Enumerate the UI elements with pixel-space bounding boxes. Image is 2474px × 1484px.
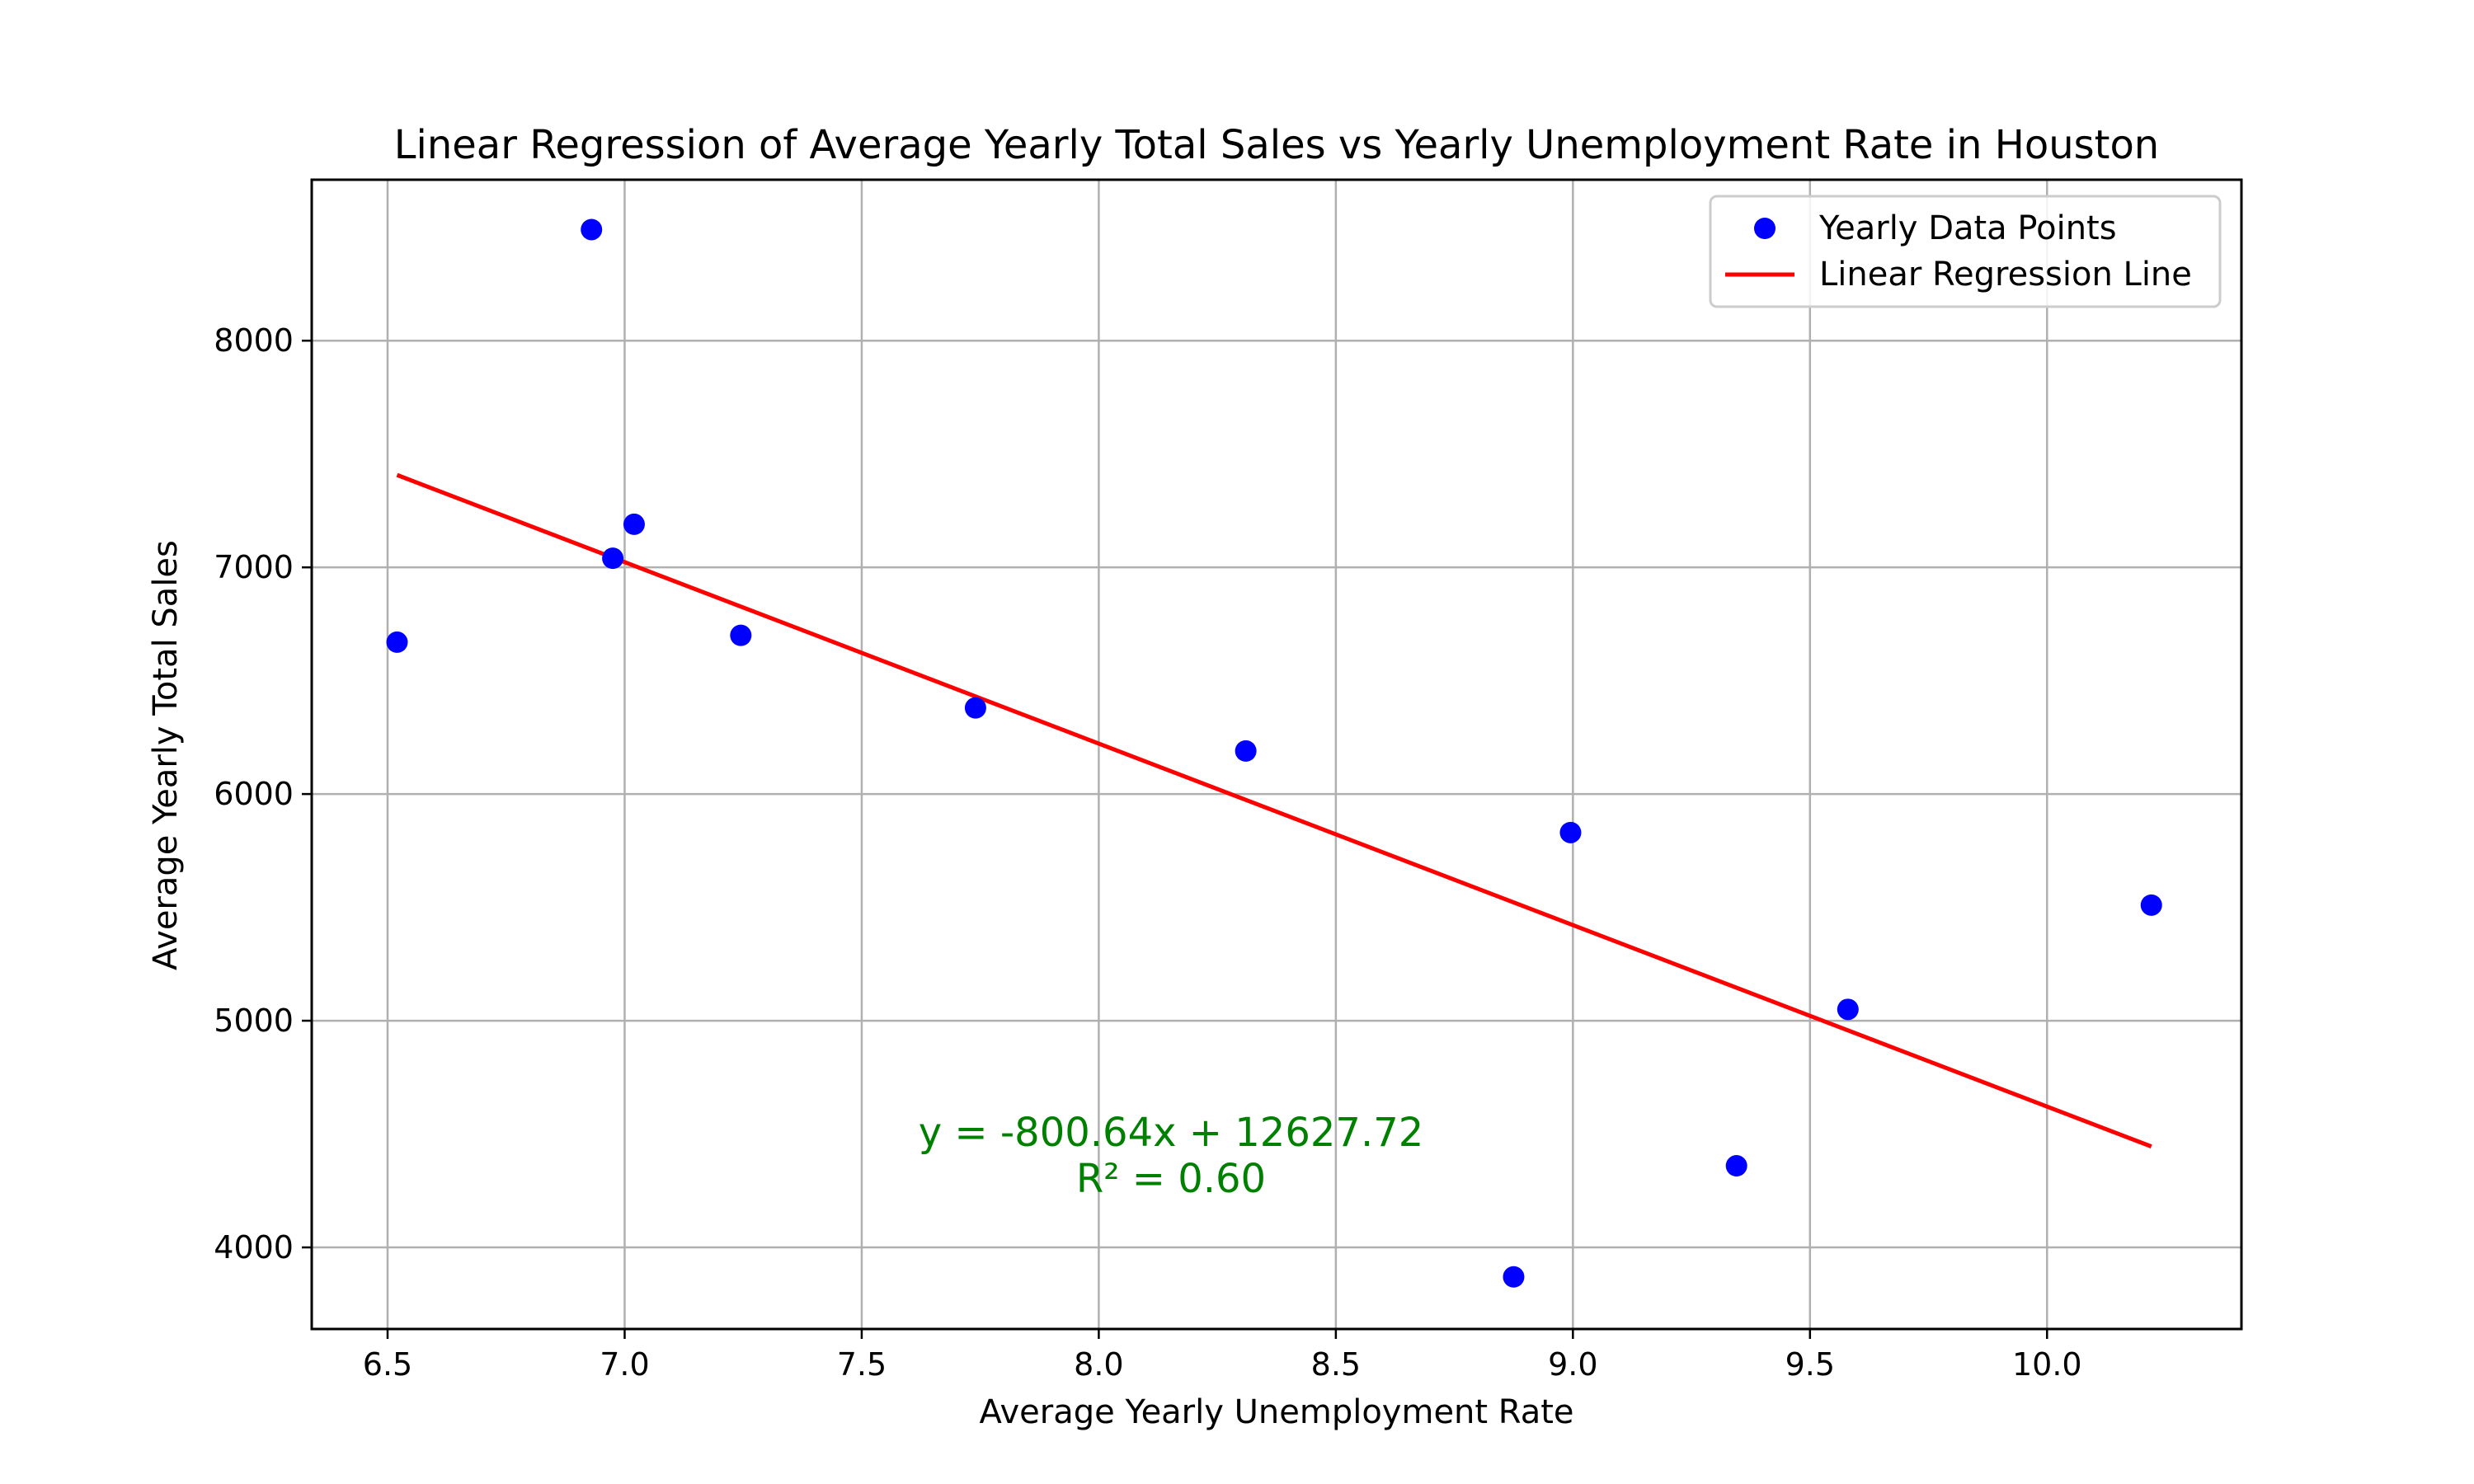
y-tick-label: 4000 xyxy=(214,1229,294,1266)
legend-label-regression-line: Linear Regression Line xyxy=(1819,256,2192,294)
x-tick-label: 8.5 xyxy=(1311,1346,1361,1383)
data-point xyxy=(1235,740,1257,762)
plot-frame xyxy=(310,178,2243,1331)
x-tick-label: 7.0 xyxy=(600,1346,649,1383)
data-points-layer xyxy=(386,218,2162,1288)
legend: Yearly Data Points Linear Regression Lin… xyxy=(1709,195,2222,308)
chart-title: Linear Regression of Average Yearly Tota… xyxy=(394,122,2159,168)
y-axis-label: Average Yearly Total Sales xyxy=(147,540,185,970)
x-tick-label: 9.0 xyxy=(1548,1346,1597,1383)
x-axis-label: Average Yearly Unemployment Rate xyxy=(979,1393,1573,1431)
data-point xyxy=(602,547,624,570)
x-tick-label: 10.0 xyxy=(2012,1346,2082,1383)
x-tick-label: 7.5 xyxy=(837,1346,887,1383)
legend-box xyxy=(1709,195,2222,308)
data-point xyxy=(730,624,752,646)
regression-line xyxy=(396,472,2152,1148)
tick-layer: 6.5 7.0 7.5 8.0 8.5 9.0 9.5 10.0 4000 5000 6000 700… xyxy=(214,322,2081,1383)
regression-annotation: y = -800.64x + 12627.72 R² = 0.60 xyxy=(919,1110,1424,1202)
x-tick-label: 9.5 xyxy=(1785,1346,1835,1383)
data-point xyxy=(581,218,603,241)
data-point xyxy=(964,697,986,719)
y-tick-label: 8000 xyxy=(214,322,294,359)
y-tick-label: 7000 xyxy=(214,549,294,585)
x-tick-label: 8.0 xyxy=(1074,1346,1123,1383)
data-point xyxy=(1503,1266,1525,1288)
r-squared-value: R² = 0.60 xyxy=(1076,1156,1266,1202)
y-tick-label: 6000 xyxy=(214,776,294,812)
data-point xyxy=(386,631,408,653)
data-point xyxy=(2140,894,2162,916)
legend-scatter-marker xyxy=(1754,218,1776,239)
data-point xyxy=(1725,1155,1747,1177)
y-tick-label: 5000 xyxy=(214,1003,294,1039)
data-point xyxy=(623,513,645,535)
regression-equation: y = -800.64x + 12627.72 xyxy=(919,1110,1424,1156)
data-point xyxy=(1837,998,1859,1021)
legend-label-data-points: Yearly Data Points xyxy=(1818,209,2117,247)
data-point xyxy=(1559,821,1582,843)
regression-line-layer xyxy=(396,472,2152,1148)
x-tick-label: 6.5 xyxy=(363,1346,412,1383)
grid-layer xyxy=(312,180,2241,1329)
